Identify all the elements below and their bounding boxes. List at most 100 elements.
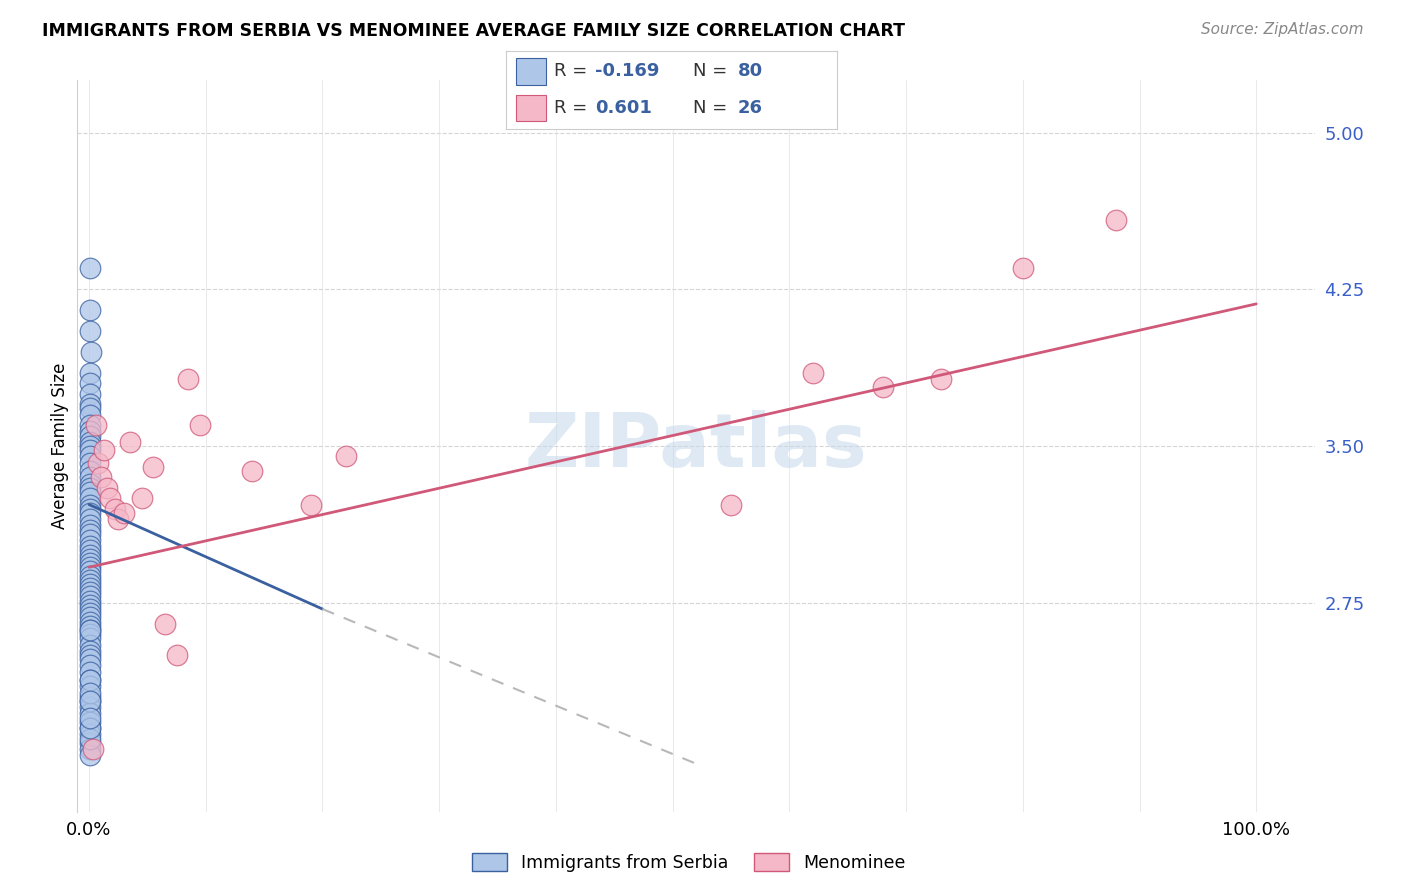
Point [1105, 213, 1128, 227]
Text: 0.601: 0.601 [595, 99, 652, 117]
Point [1011, 261, 1033, 276]
Point [79, 303, 101, 318]
Point [79, 573, 101, 587]
Point [79, 485, 101, 500]
Point [79, 261, 101, 276]
Point [79, 673, 101, 687]
Point [79, 464, 101, 478]
Point [79, 748, 101, 763]
Point [142, 459, 165, 474]
Text: R =: R = [554, 99, 593, 117]
Point [84, 418, 107, 433]
Point [79, 539, 101, 553]
Point [79, 721, 101, 735]
Bar [516, 95, 546, 121]
Point [79, 501, 101, 516]
Point [131, 491, 153, 506]
Point [299, 498, 322, 512]
Point [79, 425, 101, 439]
Point [79, 658, 101, 673]
Legend: Immigrants from Serbia, Menominee: Immigrants from Serbia, Menominee [465, 847, 912, 879]
Text: Source: ZipAtlas.com: Source: ZipAtlas.com [1201, 22, 1364, 37]
Point [872, 380, 894, 394]
Point [79, 481, 101, 495]
Point [79, 585, 101, 599]
Point [79, 593, 101, 607]
Point [79, 556, 101, 570]
Point [112, 506, 135, 520]
Point [79, 615, 101, 629]
Point [79, 623, 101, 637]
Point [79, 401, 101, 416]
Point [79, 450, 101, 464]
Point [79, 610, 101, 624]
Point [242, 464, 264, 478]
Point [79, 673, 101, 687]
Point [166, 648, 188, 662]
Point [79, 581, 101, 595]
Y-axis label: Average Family Size: Average Family Size [51, 363, 69, 529]
Point [79, 706, 101, 721]
Point [79, 324, 101, 338]
Point [79, 498, 101, 512]
Point [79, 685, 101, 699]
Text: IMMIGRANTS FROM SERBIA VS MENOMINEE AVERAGE FAMILY SIZE CORRELATION CHART: IMMIGRANTS FROM SERBIA VS MENOMINEE AVER… [42, 22, 905, 40]
Point [79, 439, 101, 453]
Text: N =: N = [693, 99, 733, 117]
Point [79, 456, 101, 470]
Point [79, 648, 101, 662]
Point [79, 731, 101, 746]
Text: 26: 26 [737, 99, 762, 117]
Text: R =: R = [554, 62, 593, 80]
Point [79, 526, 101, 541]
Point [118, 434, 141, 449]
Text: N =: N = [693, 62, 733, 80]
Point [79, 577, 101, 591]
Point [87, 456, 110, 470]
Point [335, 450, 357, 464]
Point [93, 443, 115, 458]
Point [79, 602, 101, 616]
Point [107, 512, 129, 526]
Point [79, 366, 101, 380]
Point [79, 742, 101, 756]
Point [79, 548, 101, 562]
Point [79, 434, 101, 449]
Point [929, 372, 952, 386]
Point [79, 606, 101, 620]
Point [79, 711, 101, 725]
Bar [516, 58, 546, 85]
Point [79, 568, 101, 582]
Point [79, 652, 101, 666]
Point [79, 694, 101, 708]
Point [79, 694, 101, 708]
Point [90, 470, 112, 484]
Point [79, 627, 101, 641]
Point [79, 700, 101, 714]
Point [79, 523, 101, 537]
Point [79, 618, 101, 632]
Point [79, 598, 101, 612]
Point [79, 736, 101, 750]
Point [79, 590, 101, 604]
Point [79, 476, 101, 491]
Point [79, 386, 101, 401]
Point [79, 543, 101, 558]
Point [79, 552, 101, 566]
Point [177, 372, 200, 386]
Point [79, 565, 101, 579]
Point [79, 408, 101, 422]
Point [79, 533, 101, 547]
Point [79, 665, 101, 679]
Point [79, 443, 101, 458]
Point [79, 560, 101, 574]
Text: -0.169: -0.169 [595, 62, 659, 80]
Point [79, 721, 101, 735]
Point [79, 512, 101, 526]
Text: 80: 80 [737, 62, 762, 80]
Point [79, 518, 101, 533]
Point [79, 679, 101, 693]
Point [79, 632, 101, 646]
Point [82, 742, 104, 756]
Point [79, 506, 101, 520]
